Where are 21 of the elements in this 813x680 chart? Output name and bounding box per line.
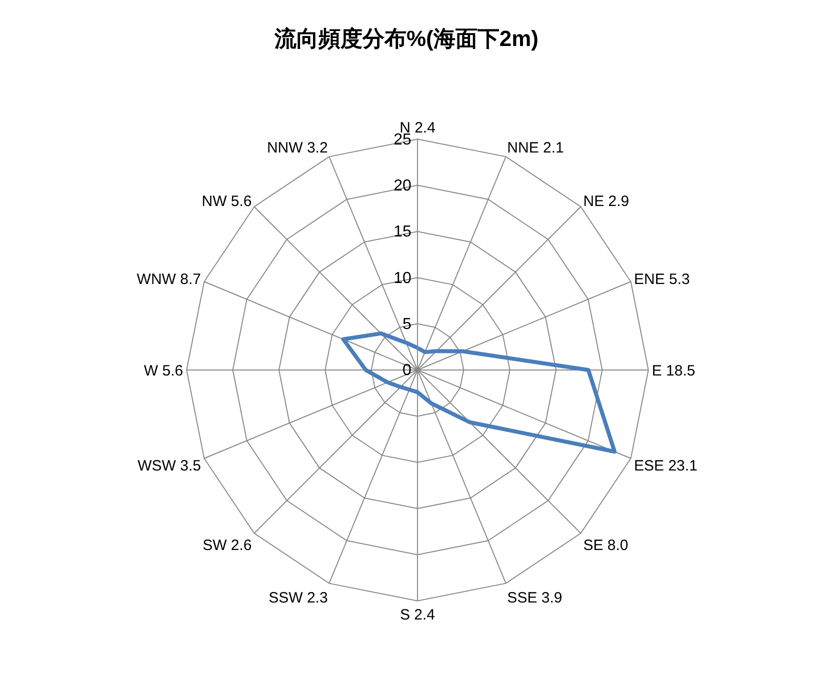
spoke-label: NNW 3.2: [266, 140, 328, 157]
y-tick-label: 15: [394, 224, 412, 241]
spoke-label: WSW 3.5: [138, 457, 201, 474]
spoke-label: W 5.6: [144, 362, 184, 380]
spoke-label: WNW 8.7: [136, 271, 201, 288]
spoke-label: SSW 2.3: [268, 589, 328, 606]
y-tick-label: 0: [402, 362, 412, 380]
spoke-label: SSE 3.9: [507, 589, 562, 606]
chart-title: 流向頻度分布%(海面下2m): [273, 26, 539, 51]
spoke-label: SE 8.0: [583, 537, 628, 554]
spoke-label: ESE 23.1: [634, 457, 698, 474]
spoke-label: NNE 2.1: [507, 140, 564, 157]
spoke-label: NE 2.9: [583, 192, 630, 210]
spoke-label: NW 5.6: [202, 192, 252, 210]
spoke-label: ENE 5.3: [634, 271, 690, 288]
spoke-label: E 18.5: [652, 362, 696, 380]
y-tick-label: 20: [394, 177, 412, 194]
y-tick-label: 5: [402, 316, 412, 334]
y-tick-label: 10: [394, 270, 412, 287]
spoke-label: S 2.4: [400, 606, 436, 624]
spoke-label: SW 2.6: [202, 537, 252, 554]
